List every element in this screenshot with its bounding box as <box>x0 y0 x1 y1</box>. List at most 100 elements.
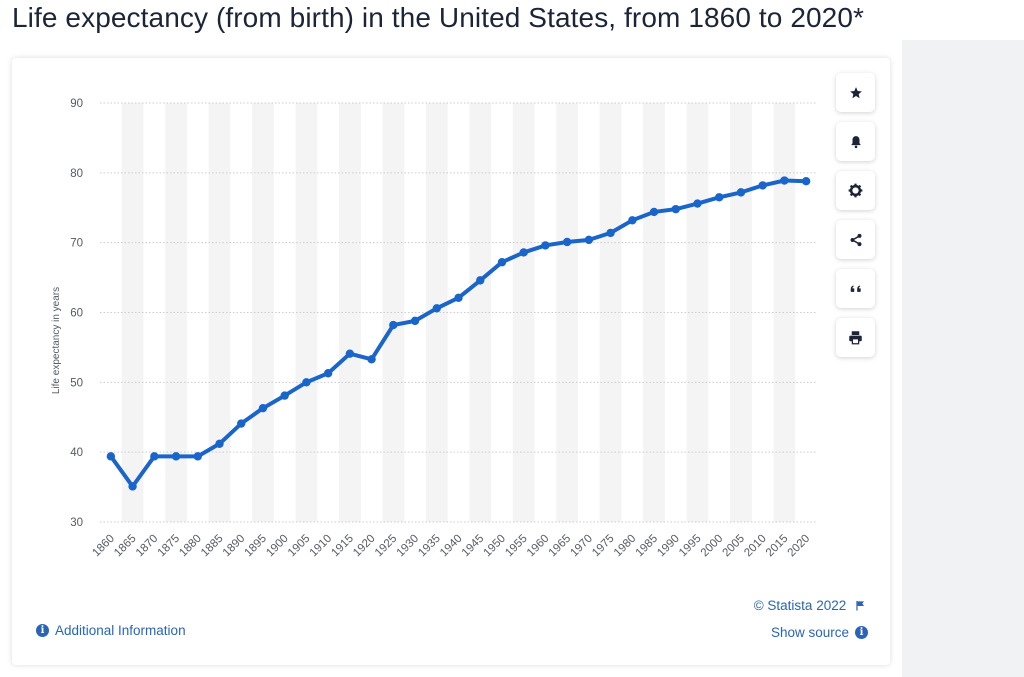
data-point <box>693 199 702 208</box>
flag-icon <box>856 600 864 611</box>
category-band <box>556 103 578 522</box>
data-point <box>193 452 202 461</box>
category-bands <box>121 103 796 522</box>
x-tick-label: 1950 <box>481 533 508 560</box>
x-tick-label: 1985 <box>634 533 661 560</box>
x-tick-label: 1875 <box>156 533 183 560</box>
notification-button[interactable] <box>836 122 875 161</box>
data-point <box>736 188 746 197</box>
data-point <box>171 452 181 461</box>
x-tick-label: 1995 <box>677 533 704 560</box>
x-tick-label: 1910 <box>308 533 335 560</box>
data-point <box>519 248 528 257</box>
copyright-row: © Statista 2022 <box>754 598 866 613</box>
additional-information-link[interactable]: i Additional Information <box>36 623 186 638</box>
data-point <box>715 193 724 202</box>
data-point <box>237 419 246 428</box>
additional-information-label: Additional Information <box>55 623 186 638</box>
data-point <box>128 482 137 491</box>
data-point <box>541 241 550 250</box>
data-point <box>106 452 116 461</box>
data-point <box>497 258 507 267</box>
x-tick-label: 1925 <box>373 533 400 560</box>
line-chart: 30 40 50 60 70 80 90 Life expectancy in years 18… <box>51 98 817 560</box>
x-tick-labels: 1860186518701875188018851890189519001905… <box>90 533 812 560</box>
category-band <box>599 103 622 522</box>
show-source-link[interactable]: Show source i <box>771 625 868 640</box>
x-tick-label: 1970 <box>568 533 595 560</box>
copyright-text: © Statista 2022 <box>753 598 847 613</box>
data-point <box>215 439 224 448</box>
gear-icon <box>848 183 863 198</box>
info-icon: i <box>855 626 868 639</box>
x-tick-label: 1860 <box>90 533 117 560</box>
x-tick-label: 1870 <box>134 533 161 560</box>
data-point <box>323 369 333 378</box>
favorite-button[interactable] <box>836 73 875 112</box>
y-axis-title: Life expectancy in years <box>51 287 62 394</box>
x-tick-label: 2010 <box>742 533 769 560</box>
data-point <box>432 304 441 313</box>
x-tick-label: 1965 <box>547 533 574 560</box>
data-point <box>345 349 355 358</box>
category-band <box>773 103 796 522</box>
data-point <box>758 181 767 190</box>
x-tick-label: 2005 <box>720 533 747 560</box>
settings-button[interactable] <box>836 171 875 210</box>
x-tick-label: 1940 <box>438 533 465 560</box>
x-tick-label: 1880 <box>177 533 204 560</box>
x-tick-label: 1920 <box>351 533 378 560</box>
data-point <box>562 237 572 247</box>
x-tick-label: 1990 <box>655 533 682 560</box>
y-tick-label: 40 <box>70 447 83 459</box>
x-tick-label: 2015 <box>764 533 791 560</box>
y-tick-label: 50 <box>70 377 83 389</box>
x-tick-label: 1975 <box>590 533 617 560</box>
quote-icon <box>850 285 861 292</box>
share-icon <box>850 233 861 246</box>
x-tick-label: 1915 <box>329 533 356 560</box>
category-band <box>382 103 405 522</box>
y-tick-label: 30 <box>70 517 83 529</box>
y-tick-label: 80 <box>70 168 83 180</box>
y-gridlines: 30 40 50 60 70 80 90 <box>70 98 817 529</box>
category-band <box>469 103 492 522</box>
x-tick-label: 1895 <box>242 533 269 560</box>
x-tick-label: 1960 <box>525 533 552 560</box>
x-tick-label: 1955 <box>503 533 530 560</box>
data-point <box>258 403 268 413</box>
printer-icon <box>849 331 862 345</box>
y-tick-label: 90 <box>70 98 83 110</box>
y-tick-label: 70 <box>70 238 83 250</box>
x-tick-label: 1890 <box>221 533 248 560</box>
cite-button[interactable] <box>836 269 875 308</box>
category-band <box>252 103 274 522</box>
data-point <box>454 293 463 303</box>
x-tick-label: 1945 <box>460 533 487 560</box>
x-tick-label: 1930 <box>395 533 422 560</box>
category-band <box>686 103 709 522</box>
category-band <box>165 103 187 522</box>
category-band <box>295 103 318 522</box>
info-icon: i <box>36 624 49 637</box>
x-tick-label: 1905 <box>286 533 313 560</box>
page-title: Life expectancy (from birth) in the Unit… <box>12 2 865 33</box>
y-tick-label: 60 <box>70 308 83 320</box>
data-point <box>671 204 680 214</box>
print-button[interactable] <box>836 318 875 357</box>
x-tick-label: 1865 <box>112 533 139 560</box>
x-tick-label: 1885 <box>199 533 226 560</box>
data-point <box>410 316 420 326</box>
x-tick-label: 2020 <box>786 533 813 560</box>
data-point <box>302 378 311 387</box>
data-point <box>801 177 811 186</box>
data-point <box>476 276 485 285</box>
page-side-background <box>902 40 1024 677</box>
data-point <box>389 320 398 330</box>
x-tick-label: 1900 <box>264 533 291 560</box>
share-button[interactable] <box>836 220 875 259</box>
data-point <box>780 176 789 185</box>
data-point <box>628 216 637 225</box>
data-point <box>584 235 594 245</box>
data-point <box>606 228 615 238</box>
